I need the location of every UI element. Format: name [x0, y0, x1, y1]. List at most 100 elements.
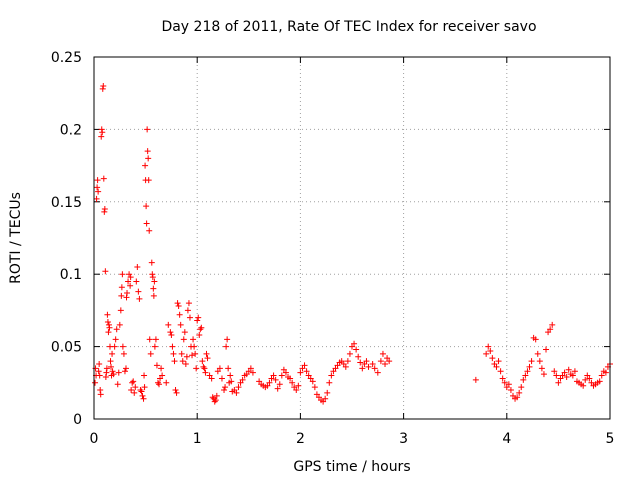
data-point	[200, 363, 207, 370]
data-point	[151, 343, 158, 350]
data-point	[104, 311, 111, 318]
data-point	[97, 391, 104, 398]
data-point	[520, 376, 527, 383]
data-point	[165, 321, 172, 328]
data-point	[371, 365, 378, 372]
data-point	[247, 365, 254, 372]
data-point	[189, 352, 196, 359]
data-point	[543, 346, 550, 353]
data-point	[145, 177, 152, 184]
data-point	[225, 365, 232, 372]
data-point	[227, 372, 234, 379]
data-point	[139, 392, 146, 399]
data-point	[96, 360, 103, 367]
data-point	[326, 379, 333, 386]
data-point	[184, 307, 191, 314]
data-point	[103, 369, 110, 376]
data-point	[147, 350, 154, 357]
data-point	[111, 343, 118, 350]
data-point	[105, 329, 112, 336]
x-axis-label: GPS time / hours	[293, 459, 410, 475]
data-point	[170, 350, 177, 357]
data-point	[108, 363, 115, 370]
data-point	[193, 365, 200, 372]
data-point	[540, 371, 547, 378]
data-point	[118, 284, 125, 291]
data-point	[197, 326, 204, 333]
data-point	[224, 336, 231, 343]
data-point	[178, 350, 185, 357]
data-point	[278, 372, 285, 379]
data-point	[95, 368, 102, 375]
data-point	[487, 347, 494, 354]
data-point	[377, 358, 384, 365]
data-point	[489, 355, 496, 362]
data-point	[553, 372, 560, 379]
data-point	[580, 382, 587, 389]
data-point	[133, 278, 140, 285]
data-point	[120, 350, 127, 357]
data-point	[569, 372, 576, 379]
x-tick-label: 1	[193, 431, 202, 447]
data-point	[99, 85, 106, 92]
data-point	[93, 195, 100, 202]
y-tick-label: 0.05	[51, 340, 82, 356]
data-point	[563, 374, 570, 381]
data-point	[472, 376, 479, 383]
data-point	[483, 350, 490, 357]
data-point	[501, 379, 508, 386]
data-point	[382, 360, 389, 367]
data-point	[342, 363, 349, 370]
data-point	[209, 394, 216, 401]
data-point	[355, 353, 362, 360]
data-point	[92, 365, 99, 372]
data-point	[270, 372, 277, 379]
data-point	[110, 371, 117, 378]
data-point	[92, 379, 99, 386]
data-point	[213, 392, 220, 399]
data-point	[153, 362, 160, 369]
data-point	[104, 318, 111, 325]
data-point	[140, 395, 147, 402]
data-point	[148, 259, 155, 266]
data-point	[549, 321, 556, 328]
data-point	[203, 350, 210, 357]
data-point	[103, 365, 110, 372]
y-tick-label: 0.15	[51, 195, 82, 211]
data-point	[154, 379, 161, 386]
data-point	[122, 365, 129, 372]
data-point	[195, 314, 202, 321]
data-point	[109, 350, 116, 357]
y-tick-label: 0.25	[51, 50, 82, 66]
data-point	[96, 372, 103, 379]
data-point	[223, 343, 230, 350]
data-point	[374, 369, 381, 376]
x-tick-label: 2	[296, 431, 305, 447]
data-point	[149, 274, 156, 281]
data-point	[169, 343, 176, 350]
data-point	[159, 372, 166, 379]
data-point	[555, 379, 562, 386]
data-point	[301, 362, 308, 369]
data-point	[266, 379, 273, 386]
data-point	[369, 360, 376, 367]
data-point	[181, 329, 188, 336]
data-point	[565, 366, 572, 373]
data-point	[145, 155, 152, 162]
x-axis-ticks: 0 1 2 3 4 5	[90, 57, 614, 447]
data-point	[353, 346, 360, 353]
data-point	[586, 375, 593, 382]
data-point	[177, 321, 184, 328]
data-point	[119, 271, 126, 278]
data-point	[125, 278, 132, 285]
data-point	[132, 384, 139, 391]
data-point	[561, 369, 568, 376]
data-point	[144, 148, 151, 155]
data-point	[174, 300, 181, 307]
data-point	[115, 369, 122, 376]
data-point	[100, 82, 107, 89]
data-point	[171, 358, 178, 365]
data-point	[152, 336, 159, 343]
data-point	[497, 368, 504, 375]
data-point	[276, 381, 283, 388]
